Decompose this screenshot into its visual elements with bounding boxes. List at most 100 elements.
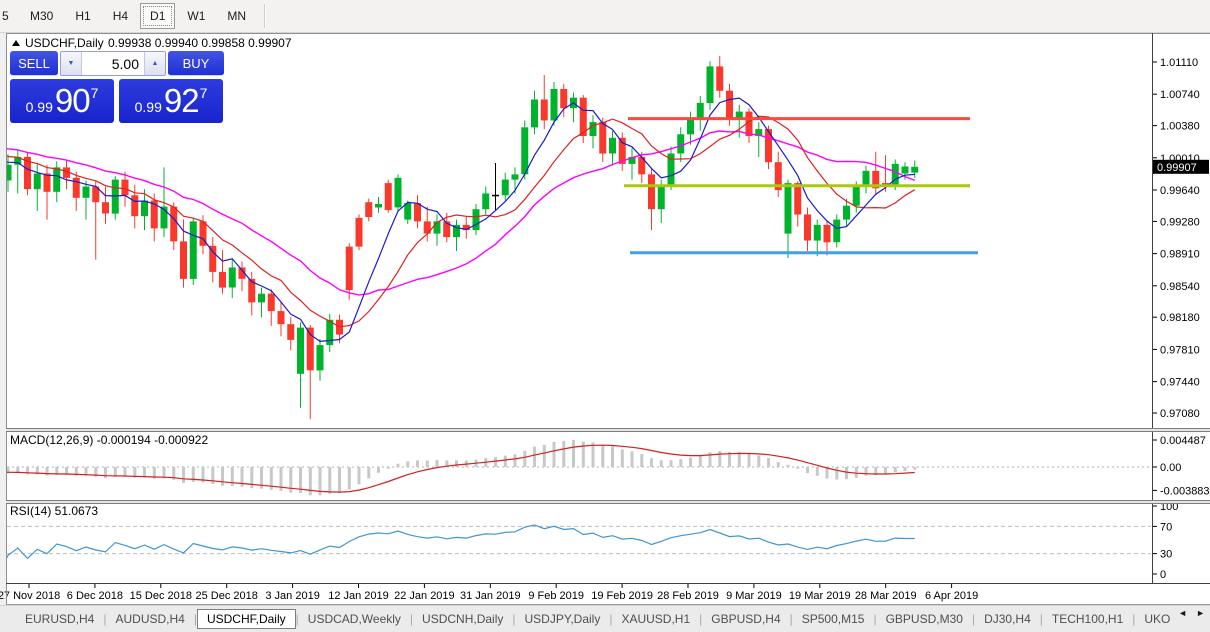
tab-separator: | bbox=[1132, 612, 1136, 626]
price-axis-label: 1.00380 bbox=[1160, 121, 1200, 133]
one-click-trading-panel: SELL ▼ ▲ BUY 0.99 90 7 0.99 92 7 bbox=[10, 51, 224, 123]
trade-panel-price-row: 0.99 90 7 0.99 92 7 bbox=[10, 79, 224, 123]
rsi-axis-label: 30 bbox=[1160, 549, 1172, 561]
volume-control: ▼ ▲ bbox=[60, 51, 166, 76]
rsi-axis-label: 0 bbox=[1160, 569, 1166, 581]
date-axis-label: 15 Dec 2018 bbox=[130, 590, 192, 602]
current-price-badge bbox=[1153, 159, 1209, 174]
chart-ohlc-values: 0.99938 0.99940 0.99858 0.99907 bbox=[108, 36, 292, 50]
volume-decrease-button[interactable]: ▼ bbox=[61, 52, 82, 75]
panel-splitter[interactable] bbox=[6, 428, 1210, 432]
tab-sp500-m15[interactable]: SP500,M15 bbox=[801, 612, 865, 626]
tab-uko[interactable]: UKO bbox=[1144, 612, 1171, 626]
tab-separator: | bbox=[609, 612, 613, 626]
buy-button[interactable]: BUY bbox=[168, 51, 224, 76]
triangle-up-icon: ▲ bbox=[151, 60, 159, 67]
price-axis-label: 0.98540 bbox=[1160, 281, 1200, 293]
tab-separator: | bbox=[193, 612, 197, 626]
date-axis-label: 9 Feb 2019 bbox=[528, 590, 584, 602]
rsi-label: RSI(14) 51.0673 bbox=[10, 504, 98, 518]
price-axis-label: 0.99640 bbox=[1160, 185, 1200, 197]
ma-fast-line bbox=[7, 97, 915, 343]
sell-button[interactable]: SELL bbox=[10, 51, 58, 76]
macd-signal-line bbox=[7, 444, 915, 493]
tab-scroll-arrows: ◄ ► bbox=[1178, 608, 1205, 618]
rsi-line bbox=[7, 524, 915, 560]
timeframe-button-h1[interactable]: H1 bbox=[75, 9, 91, 23]
sell-price-prefix: 0.99 bbox=[25, 99, 53, 115]
price-axis-label: 0.98910 bbox=[1160, 249, 1200, 261]
date-axis-label: 12 Jan 2019 bbox=[328, 590, 389, 602]
buy-price-display[interactable]: 0.99 92 7 bbox=[119, 79, 223, 123]
date-axis-label: 9 Mar 2019 bbox=[726, 590, 782, 602]
toolbar-separator bbox=[264, 4, 266, 28]
tab-separator: | bbox=[971, 612, 976, 626]
macd-axis-label: 0.004487 bbox=[1160, 435, 1206, 447]
timeframe-button-d1[interactable]: D1 bbox=[140, 3, 176, 29]
timeframe-toolbar: 5 M30 H1 H4 D1 W1 MN bbox=[0, 0, 1210, 33]
rsi-axis-label: 70 bbox=[1160, 521, 1172, 533]
tab-eurusd-h4[interactable]: EURUSD,H4 bbox=[25, 612, 95, 626]
macd-histogram bbox=[7, 440, 917, 496]
timeframe-button-5[interactable]: 5 bbox=[2, 9, 9, 23]
price-axis-label: 0.99280 bbox=[1160, 216, 1200, 228]
tab-usdcnh-daily[interactable]: USDCNH,Daily bbox=[422, 612, 504, 626]
price-axis-label: 0.97440 bbox=[1160, 377, 1200, 389]
buy-price-prefix: 0.99 bbox=[134, 99, 162, 115]
panel-splitter[interactable] bbox=[6, 500, 1210, 504]
tab-scroll-right-icon[interactable]: ► bbox=[1196, 608, 1205, 618]
tab-dj30-h4[interactable]: DJ30,H4 bbox=[984, 612, 1031, 626]
trade-panel-top-row: SELL ▼ ▲ BUY bbox=[10, 51, 224, 76]
candlestick-series[interactable] bbox=[0, 55, 919, 420]
ma-slow-line bbox=[7, 130, 916, 296]
date-axis-label: 6 Apr 2019 bbox=[925, 590, 978, 602]
date-axis-label: 28 Mar 2019 bbox=[855, 590, 917, 602]
macd-label: MACD(12,26,9) -0.000194 -0.000922 bbox=[10, 433, 208, 447]
price-axis-label: 1.00740 bbox=[1160, 89, 1200, 101]
collapse-panel-icon[interactable] bbox=[12, 40, 20, 46]
tab-usdjpy-daily[interactable]: USDJPY,Daily bbox=[524, 612, 601, 626]
chart-tabs: EURUSD,H4 | AUDUSD,H4 | USDCHF,Daily | USDCAD,… bbox=[0, 605, 1210, 632]
tab-separator: | bbox=[409, 612, 414, 626]
date-axis-label: 28 Feb 2019 bbox=[657, 590, 719, 602]
sell-price-pipette: 7 bbox=[90, 85, 99, 101]
price-axis-label: 0.97810 bbox=[1160, 344, 1200, 356]
tab-separator: | bbox=[699, 612, 703, 626]
volume-increase-button[interactable]: ▲ bbox=[144, 52, 165, 75]
date-axis-label: 3 Jan 2019 bbox=[265, 590, 319, 602]
tab-usdchf-daily[interactable]: USDCHF,Daily bbox=[196, 609, 296, 629]
triangle-down-icon: ▼ bbox=[67, 60, 75, 67]
macd-axis-label: -0.003883 bbox=[1160, 485, 1210, 497]
date-axis-label: 22 Jan 2019 bbox=[394, 590, 455, 602]
tab-separator: | bbox=[873, 612, 877, 626]
date-axis[interactable]: 27 Nov 2018 6 Dec 2018 15 Dec 2018 25 Dec 2… bbox=[0, 584, 978, 602]
tab-separator: | bbox=[512, 612, 516, 626]
tab-separator: | bbox=[103, 612, 107, 626]
tab-gbpusd-m30[interactable]: GBPUSD,M30 bbox=[885, 612, 963, 626]
timeframe-button-w1[interactable]: W1 bbox=[187, 9, 206, 23]
tab-tech100-h1[interactable]: TECH100,H1 bbox=[1051, 612, 1124, 626]
date-axis-label: 19 Feb 2019 bbox=[591, 590, 653, 602]
price-axis-label: 0.97080 bbox=[1160, 408, 1200, 420]
date-axis-label: 27 Nov 2018 bbox=[0, 590, 60, 602]
tab-scroll-left-icon[interactable]: ◄ bbox=[1178, 608, 1188, 618]
tab-usdcad-weekly[interactable]: USDCAD,Weekly bbox=[307, 612, 401, 626]
tab-audusd-h4[interactable]: AUDUSD,H4 bbox=[115, 612, 185, 626]
tab-separator: | bbox=[1039, 612, 1043, 626]
date-axis-label: 31 Jan 2019 bbox=[460, 590, 521, 602]
tab-gbpusd-h4[interactable]: GBPUSD,H4 bbox=[711, 612, 781, 626]
sell-price-display[interactable]: 0.99 90 7 bbox=[10, 79, 114, 123]
buy-price-big-digits: 92 bbox=[163, 82, 200, 119]
ma-mid-line bbox=[7, 115, 916, 328]
timeframe-button-mn[interactable]: MN bbox=[227, 9, 247, 23]
tab-xauusd-h1[interactable]: XAUUSD,H1 bbox=[621, 612, 691, 626]
buy-price-pipette: 7 bbox=[199, 85, 208, 101]
volume-input[interactable] bbox=[82, 52, 144, 75]
chart-symbol-title: USDCHF,Daily bbox=[25, 36, 104, 50]
timeframe-button-h4[interactable]: H4 bbox=[112, 9, 129, 23]
date-axis-label: 25 Dec 2018 bbox=[196, 590, 258, 602]
tab-separator: | bbox=[789, 612, 793, 626]
timeframe-button-m30[interactable]: M30 bbox=[30, 9, 54, 23]
macd-axis-label: 0.00 bbox=[1160, 462, 1181, 474]
